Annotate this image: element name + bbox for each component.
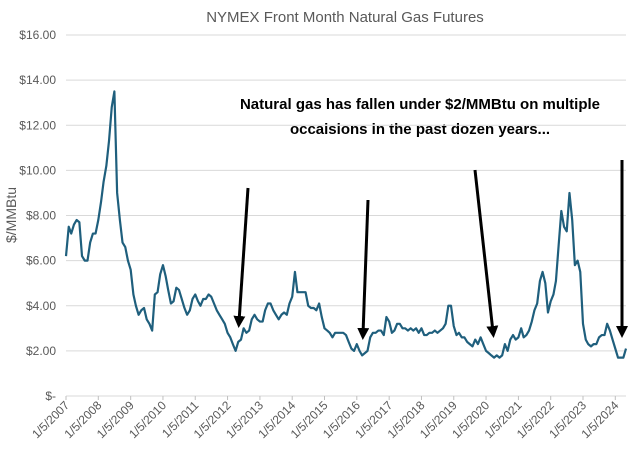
y-tick-label: $4.00 xyxy=(26,299,56,313)
arrow xyxy=(233,187,250,328)
y-tick-label: $14.00 xyxy=(19,73,56,87)
chart-title: NYMEX Front Month Natural Gas Futures xyxy=(206,9,484,26)
y-tick-label: $12.00 xyxy=(19,118,56,132)
arrow xyxy=(357,199,370,340)
annotation: occaisions in the past dozen years... xyxy=(290,121,550,138)
y-tick-label: $2.00 xyxy=(26,344,56,358)
y-tick-label: $16.00 xyxy=(19,28,56,42)
y-tick-label: $- xyxy=(45,389,56,403)
arrow xyxy=(473,169,499,338)
y-tick-label: $6.00 xyxy=(26,254,56,268)
y-axis-label: $/MMBtu xyxy=(3,187,19,243)
price-line xyxy=(64,90,628,359)
y-tick-label: $10.00 xyxy=(19,163,56,177)
y-tick-label: $8.00 xyxy=(26,209,56,223)
arrows xyxy=(233,160,628,340)
annotation: Natural gas has fallen under $2/MMBtu on… xyxy=(240,96,600,113)
